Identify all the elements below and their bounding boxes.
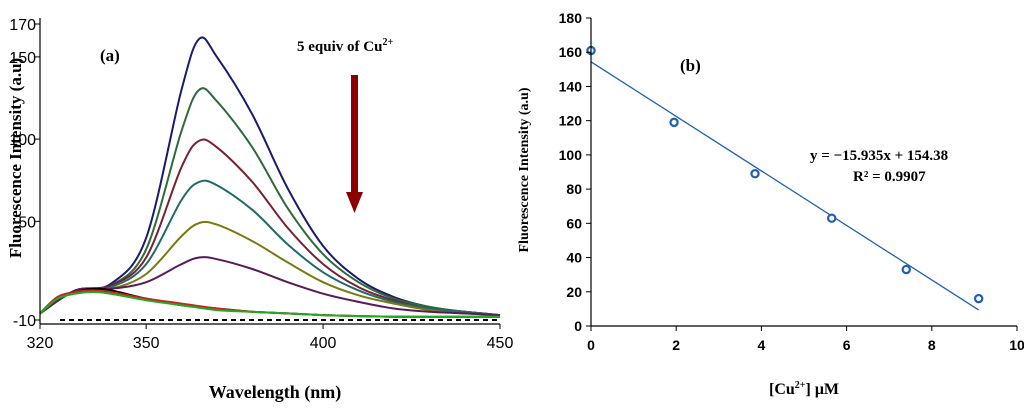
spectrum-line-s6	[39, 256, 501, 317]
y-axis-title: Fluorescence Intensity (a.u)	[517, 87, 532, 252]
data-point	[669, 117, 679, 128]
spectrum-line-s4	[39, 179, 501, 317]
arrow-shaft	[351, 75, 358, 195]
r-squared-label: R² = 0.9907	[853, 169, 926, 185]
panel-label-a: (a)	[100, 46, 120, 65]
y-tick-label: 140	[559, 78, 583, 94]
decrease-arrow-icon	[346, 75, 363, 213]
x-tick-label: 450	[487, 335, 514, 352]
panel-b-calibration-chart: 0 2 4 6 8 10 0 20 40 60 80 100 120 140 160 180 (b) y =…	[517, 10, 1024, 398]
spectrum-line-s2	[39, 87, 501, 317]
y-tick-label: 60	[566, 215, 582, 231]
x-tick-label: 0	[587, 337, 595, 353]
x-tick-label: 10	[1009, 337, 1024, 353]
x-tick-label: 320	[27, 335, 54, 352]
y-tick-label: 150	[9, 50, 36, 67]
spectrum-line-s5	[39, 220, 501, 317]
x-tick-label: 350	[133, 335, 160, 352]
y-tick-label: 20	[566, 284, 582, 300]
y-tick-label: 180	[559, 10, 583, 26]
x-tick-label: 2	[672, 337, 680, 353]
y-tick-label: 160	[559, 44, 583, 60]
spectra-series-group	[39, 36, 501, 318]
y-tick-label: 100	[559, 147, 583, 163]
data-point	[750, 169, 760, 179]
data-point	[826, 213, 837, 223]
y-tick-label: 80	[566, 181, 582, 197]
x-tick-label: 4	[758, 337, 766, 353]
x-tick-label: 400	[310, 335, 337, 352]
copper-annotation: 5 equiv of Cu2+	[297, 37, 393, 55]
y-tick-label: 120	[559, 113, 583, 129]
y-axis-title: Fluorescence Intensity (a.u)	[6, 58, 25, 258]
x-axis-title: Wavelength (nm)	[209, 382, 342, 403]
data-point	[973, 293, 984, 304]
x-axis-ticks: 0 2 4 6 8 10	[587, 326, 1024, 353]
y-tick-label: 50	[18, 214, 36, 231]
y-tick-label: 40	[566, 250, 582, 266]
x-axis-ticks: 320 350 400 450	[27, 324, 514, 352]
x-tick-label: 6	[843, 337, 851, 353]
arrow-head	[346, 192, 363, 213]
x-axis-title: [Cu2+] μM	[769, 380, 839, 398]
data-point	[901, 264, 911, 275]
y-tick-label: 100	[9, 132, 36, 149]
y-tick-label: 170	[9, 17, 36, 34]
panel-label-b: (b)	[680, 56, 701, 75]
spectrum-line-s9	[39, 290, 501, 318]
y-tick-label: -10	[13, 313, 36, 330]
regression-equation: y = −15.935x + 154.38	[810, 148, 948, 164]
y-axis-ticks: 0 20 40 60 80 100 120 140 160 180	[559, 10, 591, 334]
panel-a-spectra-chart: 320 350 400 450 -10 50 100 150 170 (a) Waveleng…	[6, 17, 513, 403]
trendline	[590, 61, 980, 311]
x-tick-label: 8	[928, 337, 936, 353]
y-tick-label: 0	[574, 318, 582, 334]
y-axis-ticks: -10 50 100 150 170	[9, 17, 40, 330]
